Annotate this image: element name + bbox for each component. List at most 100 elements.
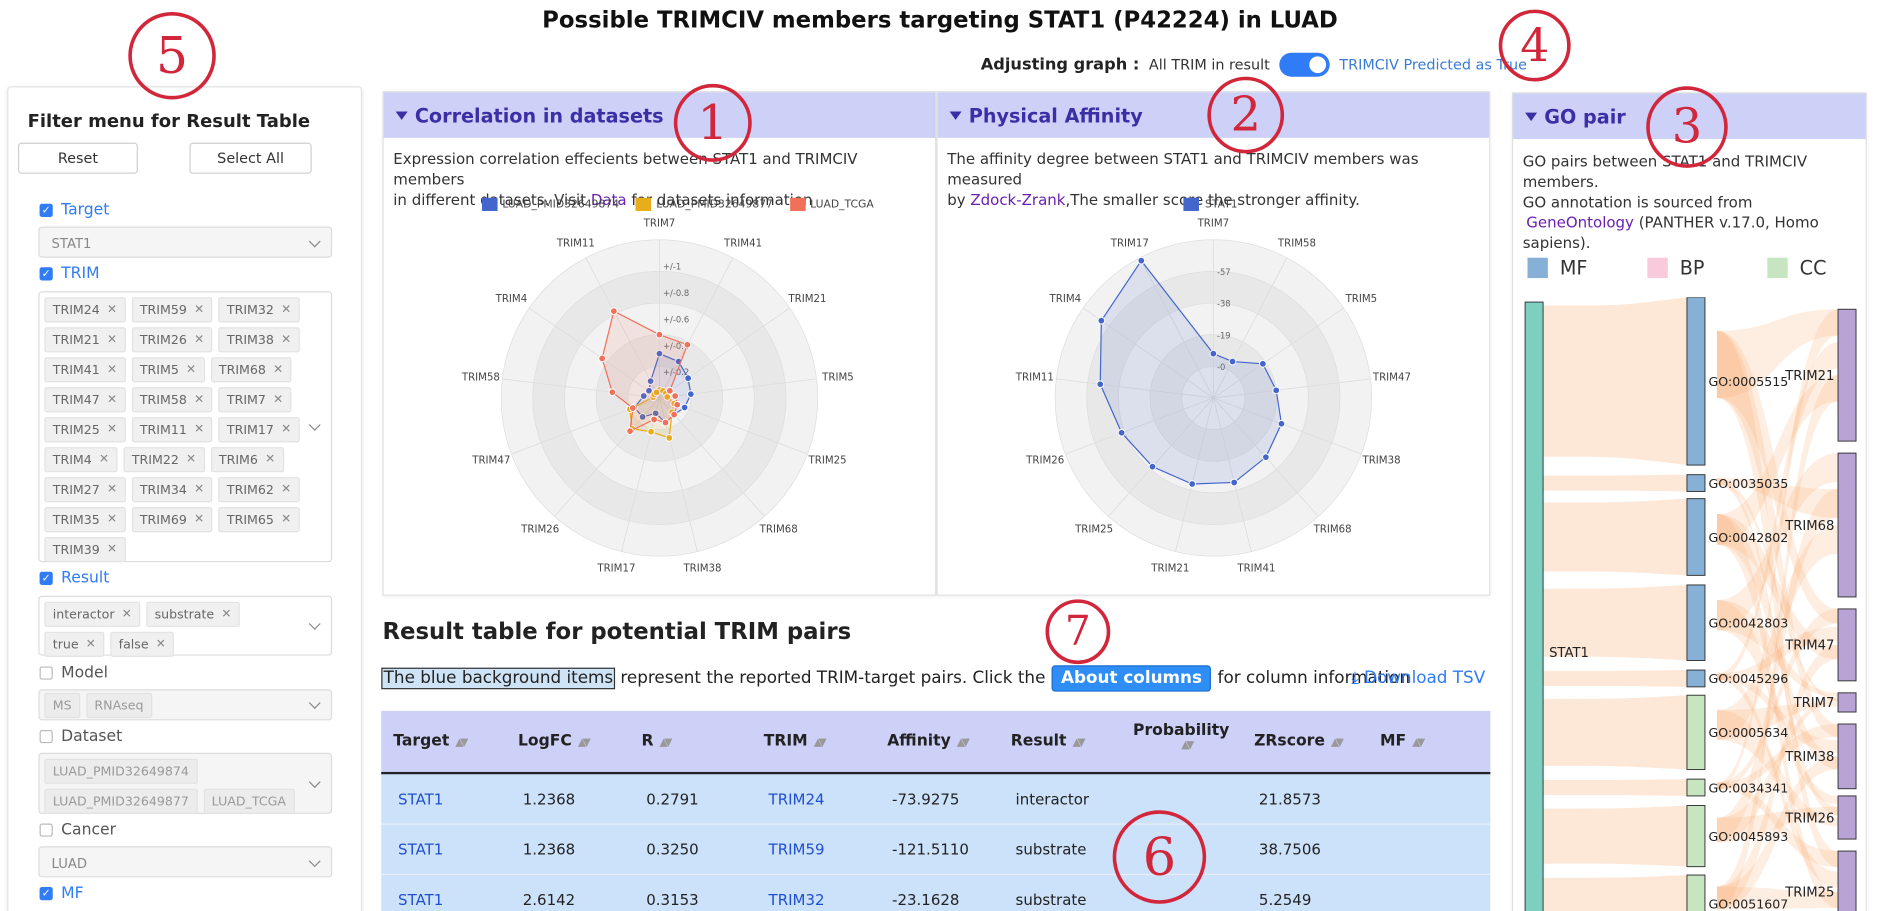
- filter-tag[interactable]: TRIM21 ✕: [44, 327, 126, 353]
- filter-tag[interactable]: TRIM17 ✕: [218, 417, 300, 443]
- all-trim-option[interactable]: All TRIM in result: [1148, 56, 1270, 74]
- column-header[interactable]: LogFC ▲▼: [518, 732, 591, 750]
- remove-tag-icon[interactable]: ✕: [194, 393, 205, 407]
- remove-tag-icon[interactable]: ✕: [106, 303, 118, 317]
- filter-tag[interactable]: TRIM5 ✕: [131, 357, 205, 383]
- filter-tag[interactable]: TRIM6 ✕: [210, 447, 284, 473]
- remove-tag-icon[interactable]: ✕: [194, 423, 205, 437]
- target-checkbox[interactable]: ✓ Target: [39, 201, 109, 219]
- column-header[interactable]: Affinity ▲▼: [887, 732, 969, 750]
- filter-tag[interactable]: substrate ✕: [146, 601, 240, 627]
- remove-tag-icon[interactable]: ✕: [273, 393, 284, 407]
- remove-tag-icon[interactable]: ✕: [194, 333, 205, 347]
- mf-checkbox[interactable]: ✓ MF: [39, 885, 84, 903]
- legend-item[interactable]: LUAD_TCGA: [789, 197, 874, 211]
- go-legend-cc[interactable]: CC: [1767, 257, 1826, 279]
- filter-tag[interactable]: TRIM69 ✕: [131, 507, 213, 533]
- remove-tag-icon[interactable]: ✕: [281, 333, 292, 347]
- filter-tag[interactable]: TRIM24 ✕: [44, 297, 126, 323]
- sort-icon[interactable]: ▲▼: [1181, 739, 1194, 752]
- remove-tag-icon[interactable]: ✕: [106, 363, 118, 377]
- data-link[interactable]: Data: [590, 190, 627, 209]
- geneontology-link[interactable]: GeneOntology: [1526, 213, 1634, 232]
- filter-tag[interactable]: LUAD_PMID32649877: [44, 788, 198, 814]
- go-legend-mf[interactable]: MF: [1527, 257, 1587, 279]
- sort-icon[interactable]: ▲▼: [1330, 737, 1344, 750]
- table-row[interactable]: STAT1 2.6142 0.3153 TRIM32 -23.1628 substrate…: [381, 875, 1491, 911]
- table-row[interactable]: STAT1 1.2368 0.2791 TRIM24 -73.9275 interacto…: [381, 774, 1491, 825]
- column-header[interactable]: Target ▲▼: [393, 732, 468, 750]
- sort-icon[interactable]: ▲▼: [813, 737, 827, 750]
- result-checkbox[interactable]: ✓ Result: [39, 569, 109, 587]
- table-row[interactable]: STAT1 1.2368 0.3250 TRIM59 -121.5110 substrat…: [381, 824, 1491, 876]
- filter-tag[interactable]: MS: [44, 692, 81, 719]
- predicted-toggle-switch[interactable]: [1279, 52, 1330, 77]
- dataset-multiselect[interactable]: LUAD_PMID32649874 LUAD_PMID32649877 LUAD_T…: [38, 752, 333, 814]
- remove-tag-icon[interactable]: ✕: [186, 453, 197, 467]
- cell-link[interactable]: STAT1: [398, 840, 444, 859]
- sort-icon[interactable]: ▲▼: [1072, 737, 1085, 750]
- legend-item[interactable]: LUAD_PMID32649877: [635, 197, 773, 211]
- filter-tag[interactable]: LUAD_TCGA: [203, 788, 295, 814]
- cancer-select[interactable]: LUAD: [38, 846, 333, 878]
- remove-tag-icon[interactable]: ✕: [194, 483, 205, 497]
- remove-tag-icon[interactable]: ✕: [194, 303, 205, 317]
- target-select[interactable]: STAT1: [38, 226, 333, 258]
- zdock-link[interactable]: Zdock-Zrank: [970, 190, 1066, 209]
- filter-tag[interactable]: TRIM35 ✕: [44, 507, 126, 533]
- remove-tag-icon[interactable]: ✕: [186, 363, 197, 377]
- filter-tag[interactable]: TRIM59 ✕: [131, 297, 213, 323]
- filter-tag[interactable]: TRIM27 ✕: [44, 477, 126, 503]
- cell-link[interactable]: STAT1: [398, 789, 444, 808]
- cell-link[interactable]: TRIM32: [768, 890, 825, 909]
- filter-tag[interactable]: TRIM68 ✕: [210, 357, 292, 383]
- cell-link[interactable]: TRIM24: [768, 789, 825, 808]
- column-header[interactable]: TRIM ▲▼: [764, 732, 827, 750]
- filter-tag[interactable]: TRIM65 ✕: [218, 507, 300, 533]
- remove-tag-icon[interactable]: ✕: [98, 453, 110, 467]
- filter-tag[interactable]: TRIM62 ✕: [218, 477, 300, 503]
- remove-tag-icon[interactable]: ✕: [194, 513, 205, 527]
- filter-tag[interactable]: RNAseq: [86, 692, 152, 719]
- correlation-header[interactable]: Correlation in datasets: [383, 92, 936, 138]
- remove-tag-icon[interactable]: ✕: [273, 363, 284, 377]
- filter-tag[interactable]: TRIM38 ✕: [218, 327, 300, 353]
- filter-tag[interactable]: TRIM26 ✕: [131, 327, 213, 353]
- sort-icon[interactable]: ▲▼: [455, 737, 468, 750]
- remove-tag-icon[interactable]: ✕: [121, 607, 132, 621]
- cell-link[interactable]: STAT1: [398, 890, 444, 909]
- download-tsv-link[interactable]: ⤓ Download TSV: [1351, 669, 1485, 688]
- sort-icon[interactable]: ▲▼: [1412, 737, 1425, 750]
- remove-tag-icon[interactable]: ✕: [281, 423, 292, 437]
- filter-tag[interactable]: TRIM58 ✕: [131, 387, 213, 413]
- column-header[interactable]: Result ▲▼: [1011, 732, 1086, 750]
- trim-multiselect[interactable]: TRIM24 ✕ TRIM59 ✕ TRIM32 ✕ TRIM21 ✕ TRIM26 ✕ TRIM3…: [38, 291, 333, 563]
- filter-tag[interactable]: TRIM4 ✕: [44, 447, 118, 473]
- filter-tag[interactable]: false ✕: [110, 631, 175, 657]
- trim-checkbox[interactable]: ✓ TRIM: [39, 265, 100, 283]
- remove-tag-icon[interactable]: ✕: [106, 483, 118, 497]
- remove-tag-icon[interactable]: ✕: [281, 513, 292, 527]
- reset-button[interactable]: Reset: [17, 142, 138, 174]
- filter-tag[interactable]: TRIM25 ✕: [44, 417, 126, 443]
- go-legend-bp[interactable]: BP: [1647, 257, 1704, 279]
- filter-tag[interactable]: TRIM22 ✕: [123, 447, 205, 473]
- column-header[interactable]: MF ▲▼: [1380, 732, 1425, 750]
- predicted-true-option[interactable]: TRIMCIV Predicted as True: [1339, 56, 1528, 74]
- select-all-button[interactable]: Select All: [189, 142, 312, 174]
- filter-tag[interactable]: TRIM41 ✕: [44, 357, 126, 383]
- remove-tag-icon[interactable]: ✕: [106, 513, 118, 527]
- cancer-checkbox[interactable]: Cancer: [39, 821, 116, 839]
- remove-tag-icon[interactable]: ✕: [281, 303, 292, 317]
- filter-tag[interactable]: TRIM34 ✕: [131, 477, 213, 503]
- filter-tag[interactable]: TRIM7 ✕: [218, 387, 292, 413]
- column-header[interactable]: Probability ▲▼: [1133, 722, 1229, 752]
- cell-link[interactable]: TRIM59: [768, 840, 825, 859]
- result-multiselect[interactable]: interactor ✕ substrate ✕ true ✕ false ✕: [38, 595, 333, 657]
- remove-tag-icon[interactable]: ✕: [85, 637, 96, 651]
- about-columns-button[interactable]: About columns: [1051, 665, 1212, 692]
- remove-tag-icon[interactable]: ✕: [221, 607, 232, 621]
- remove-tag-icon[interactable]: ✕: [106, 543, 118, 557]
- remove-tag-icon[interactable]: ✕: [106, 423, 118, 437]
- filter-tag[interactable]: true ✕: [44, 631, 105, 657]
